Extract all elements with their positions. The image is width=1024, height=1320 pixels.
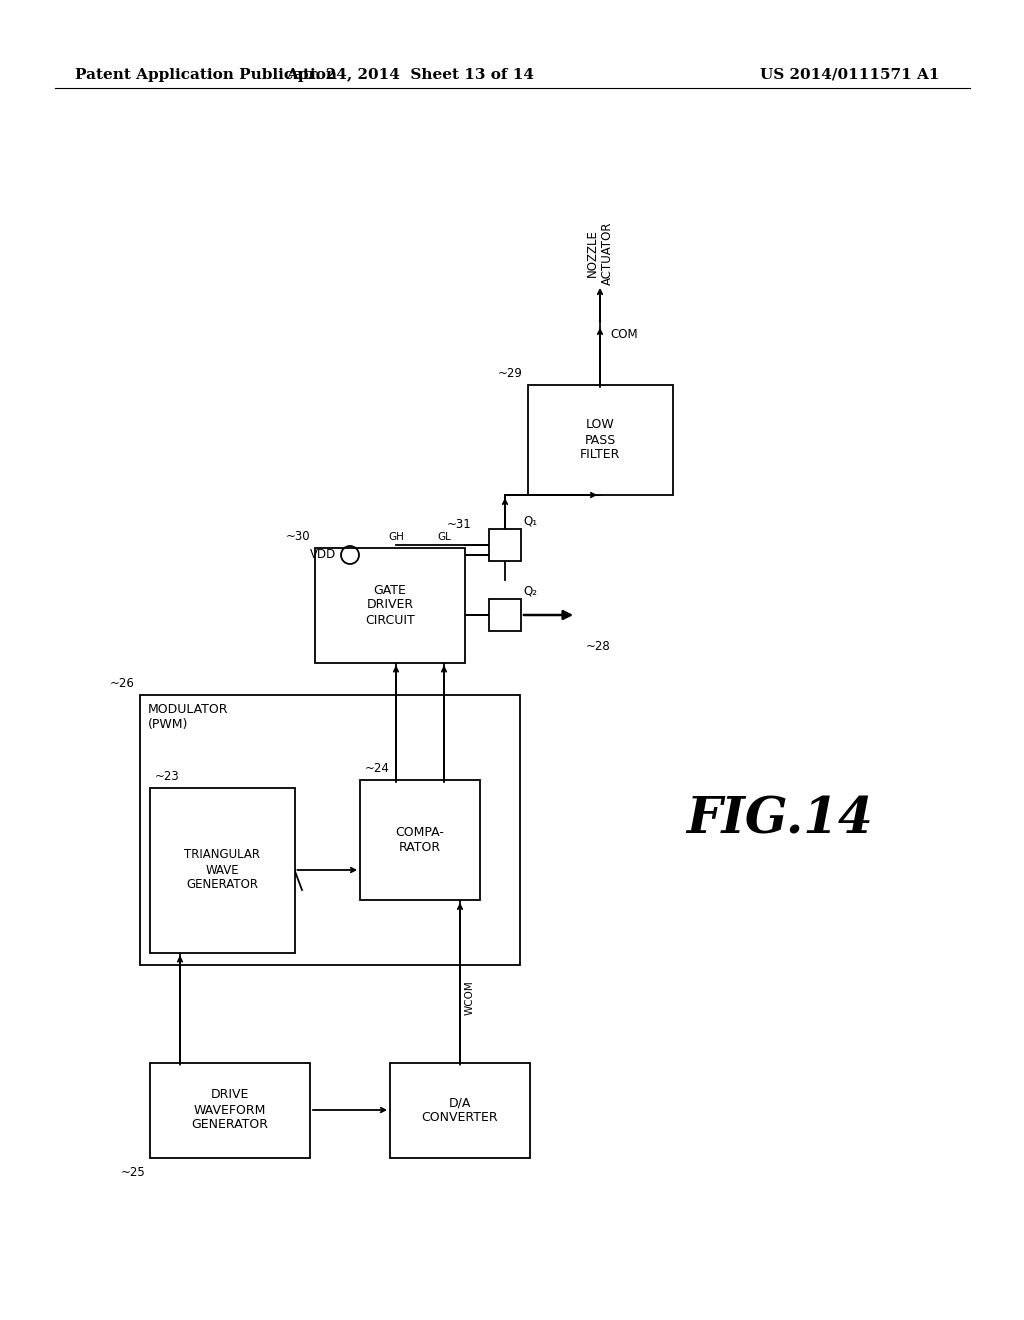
Text: COMPA-
RATOR: COMPA- RATOR bbox=[395, 826, 444, 854]
Text: ~31: ~31 bbox=[446, 519, 471, 532]
Text: FIG.14: FIG.14 bbox=[687, 796, 873, 845]
Text: MODULATOR
(PWM): MODULATOR (PWM) bbox=[148, 704, 228, 731]
Text: ~23: ~23 bbox=[155, 770, 179, 783]
Text: Q₂: Q₂ bbox=[523, 583, 537, 597]
Text: Apr. 24, 2014  Sheet 13 of 14: Apr. 24, 2014 Sheet 13 of 14 bbox=[286, 69, 534, 82]
Bar bbox=[150, 1063, 310, 1158]
Text: D/A
CONVERTER: D/A CONVERTER bbox=[422, 1096, 499, 1125]
Text: ~28: ~28 bbox=[586, 640, 610, 653]
Text: ~30: ~30 bbox=[286, 529, 310, 543]
Bar bbox=[315, 548, 465, 663]
Text: GH: GH bbox=[388, 532, 403, 541]
Text: ~24: ~24 bbox=[365, 762, 390, 775]
Bar bbox=[489, 599, 521, 631]
Text: GATE
DRIVER
CIRCUIT: GATE DRIVER CIRCUIT bbox=[366, 583, 415, 627]
Text: WCOM: WCOM bbox=[465, 979, 475, 1015]
Text: ~29: ~29 bbox=[498, 367, 522, 380]
Bar bbox=[150, 788, 295, 953]
Text: LOW
PASS
FILTER: LOW PASS FILTER bbox=[580, 418, 621, 462]
Bar bbox=[527, 385, 673, 495]
Text: US 2014/0111571 A1: US 2014/0111571 A1 bbox=[760, 69, 939, 82]
Bar bbox=[140, 696, 520, 965]
Text: ~25: ~25 bbox=[120, 1166, 145, 1179]
Text: COM: COM bbox=[610, 329, 638, 342]
Text: ~26: ~26 bbox=[111, 677, 135, 690]
Text: Q₁: Q₁ bbox=[523, 513, 538, 527]
Text: TRIANGULAR
WAVE
GENERATOR: TRIANGULAR WAVE GENERATOR bbox=[184, 849, 260, 891]
Bar bbox=[489, 529, 521, 561]
Bar bbox=[390, 1063, 530, 1158]
Text: VDD: VDD bbox=[309, 549, 336, 561]
Text: Patent Application Publication: Patent Application Publication bbox=[75, 69, 337, 82]
Bar bbox=[360, 780, 480, 900]
Text: NOZZLE
ACTUATOR: NOZZLE ACTUATOR bbox=[586, 222, 614, 285]
Text: DRIVE
WAVEFORM
GENERATOR: DRIVE WAVEFORM GENERATOR bbox=[191, 1089, 268, 1131]
Text: GL: GL bbox=[437, 532, 451, 541]
